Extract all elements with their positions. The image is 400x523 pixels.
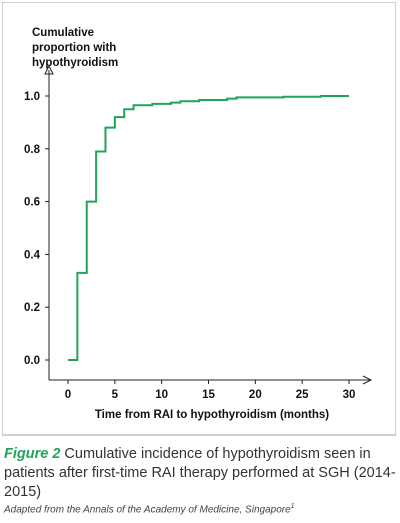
x-tick-label: 25 [296,389,309,401]
x-tick-label: 0 [65,389,71,401]
y-axis-label-line: Cumulative [32,27,94,39]
y-tick-label: 0.0 [24,355,40,367]
caption-text: Cumulative incidence of hypothyroidism s… [4,446,396,500]
figure-caption: Figure 2 Cumulative incidence of hypothy… [4,445,396,502]
x-tick-label: 15 [202,389,215,401]
x-tick-label: 10 [155,389,168,401]
y-tick-label: 0.8 [24,144,41,156]
source-text: Adapted from the Annals of the Academy o… [4,504,291,516]
figure-label: Figure 2 [4,446,61,462]
y-axis-arrow [44,64,54,75]
y-tick-label: 0.2 [24,302,40,314]
y-ticks: 0.0 0.2 0.4 0.6 0.8 1.0 [24,91,49,367]
x-axis-label: Time from RAI to hypothyroidism (months) [95,409,329,421]
y-tick-label: 1.0 [24,91,40,103]
x-tick-label: 5 [112,389,119,401]
y-tick-label: 0.4 [24,249,41,261]
incidence-step-line [68,95,349,361]
x-tick-label: 20 [249,389,262,401]
x-tick-label: 30 [343,389,356,401]
figure-frame [2,2,396,436]
y-axis-label-line: proportion with [32,42,116,54]
x-ticks: 0 5 10 15 20 25 30 [65,380,356,401]
source-reference: 1 [290,503,295,510]
y-axis-label-line: hypothyroidism [32,57,118,69]
y-tick-label: 0.6 [24,197,40,209]
source-note: Adapted from the Annals of the Academy o… [4,503,396,515]
x-axis-arrow [362,375,373,385]
y-axis-label: Cumulative proportion with hypothyroidism [32,27,118,69]
